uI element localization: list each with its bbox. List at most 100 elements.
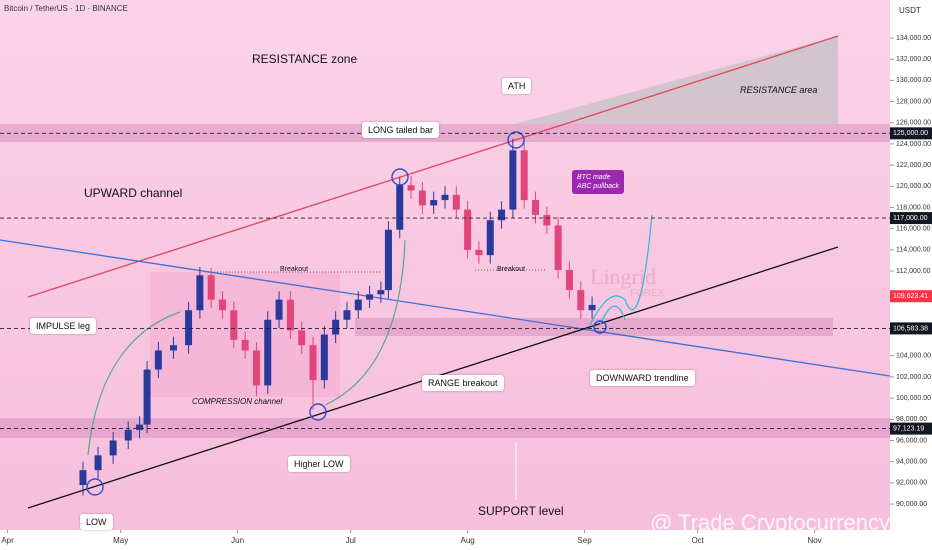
chart-title: Bitcoin / TetherUS · 1D · BINANCE <box>4 4 128 13</box>
candle-body <box>577 290 585 311</box>
annotation: UPWARD channel <box>84 186 183 200</box>
candle-body <box>377 290 385 295</box>
candle-body <box>196 275 204 311</box>
y-tick-label: 112,000.00 <box>896 268 931 275</box>
annotation: RESISTANCE area <box>740 85 818 95</box>
y-tick-label: 134,000.00 <box>896 35 931 42</box>
y-tick-label: 96,000.00 <box>896 437 927 444</box>
y-tick-label: 114,000.00 <box>896 247 931 254</box>
annotation: LONG tailed bar <box>362 122 440 138</box>
x-tick-label: May <box>113 536 128 545</box>
candle-body <box>230 310 238 340</box>
candle-body <box>185 310 193 346</box>
candle-body <box>109 440 117 456</box>
x-tick-label: Nov <box>807 536 821 545</box>
candle-body <box>588 304 596 311</box>
annotation: COMPRESSION channel <box>192 397 283 406</box>
candle-body <box>332 319 340 335</box>
channel-top <box>27 35 839 298</box>
x-tick-label: Jun <box>231 536 244 545</box>
candle-body <box>396 185 404 230</box>
x-tick-label: Sep <box>577 536 592 545</box>
annotation: DOWNWARD trendline <box>590 370 695 386</box>
candle-body <box>430 200 438 206</box>
y-tick-label: 132,000.00 <box>896 56 931 63</box>
level-tag <box>890 212 932 225</box>
level-tag <box>890 322 932 335</box>
candle-body <box>79 470 87 485</box>
annotation: RANGE breakout <box>422 375 504 391</box>
candle-body <box>124 429 132 441</box>
candle-body <box>207 275 215 300</box>
resistance-area <box>515 36 838 124</box>
y-tick-label: 128,000.00 <box>896 98 931 105</box>
annotation: ATH <box>502 78 532 94</box>
candle-body <box>543 214 551 226</box>
level-tag <box>890 422 932 435</box>
y-tick-label: 90,000.00 <box>896 501 927 508</box>
y-tick-label: 98,000.00 <box>896 416 927 423</box>
level-label: 109,623.41 <box>893 293 928 300</box>
y-tick-label: 94,000.00 <box>896 459 927 466</box>
annotation: Breakout <box>497 266 526 273</box>
level-label: 117,000.00 <box>893 215 928 222</box>
annotation: Higher LOW <box>288 456 350 472</box>
candle-body <box>475 249 483 256</box>
y-tick-label: 120,000.00 <box>896 183 931 190</box>
y-tick-label: 102,000.00 <box>896 374 931 381</box>
y-tick-label: 104,000.00 <box>896 353 931 360</box>
candle-body <box>532 200 540 215</box>
annotation: BTC made <box>577 174 611 181</box>
candle-body <box>366 294 374 300</box>
candle-body <box>264 319 272 386</box>
level-tag <box>890 290 932 303</box>
brand: Lingrid <box>590 264 656 289</box>
level-tag <box>890 127 932 140</box>
downward-trendline <box>0 239 891 377</box>
annotation: RESISTANCE zone <box>252 52 358 66</box>
y-tick-label: 126,000.00 <box>896 120 931 127</box>
y-tick-label: 100,000.00 <box>896 395 931 402</box>
x-tick-label: Oct <box>691 536 704 545</box>
level-label: 106,583.38 <box>893 325 928 332</box>
candle-body <box>94 455 102 471</box>
candle-body <box>136 424 144 430</box>
candle-body <box>169 345 177 351</box>
annotation: Breakout <box>280 266 309 273</box>
candle-body <box>498 209 506 221</box>
candle-body <box>275 299 283 320</box>
candle-body <box>154 350 162 370</box>
time-axis <box>0 530 890 550</box>
x-tick-label: Apr <box>1 536 14 545</box>
projection-arrow <box>599 305 626 326</box>
annotation: IMPULSE leg <box>30 318 97 334</box>
marker-circle <box>507 131 525 149</box>
candle-body <box>520 150 528 201</box>
candle-body <box>298 330 306 346</box>
axis-unit: USDT <box>899 6 921 15</box>
watermark: @ Trade Cryptocurrency <box>650 510 890 535</box>
candle-body <box>554 225 562 270</box>
markers <box>86 131 607 496</box>
candle-body <box>143 369 151 425</box>
candle-body <box>418 190 426 206</box>
candle-body <box>343 310 351 320</box>
candle-body <box>309 345 317 381</box>
annotation: LOW <box>80 514 113 530</box>
candle-body <box>407 185 415 191</box>
brand: FOREX <box>630 288 665 299</box>
x-tick-label: Jul <box>346 536 356 545</box>
y-tick-label: 92,000.00 <box>896 480 927 487</box>
candle-body <box>384 229 392 291</box>
candle-body <box>464 209 472 250</box>
candle-body <box>441 194 449 201</box>
support-band <box>0 418 890 438</box>
level-label: 97,123.19 <box>893 425 924 432</box>
candle-body <box>509 150 517 210</box>
annotation: SUPPORT level <box>478 504 564 518</box>
candle-body <box>452 194 460 210</box>
candle-body <box>565 269 573 291</box>
y-tick-label: 118,000.00 <box>896 204 931 211</box>
